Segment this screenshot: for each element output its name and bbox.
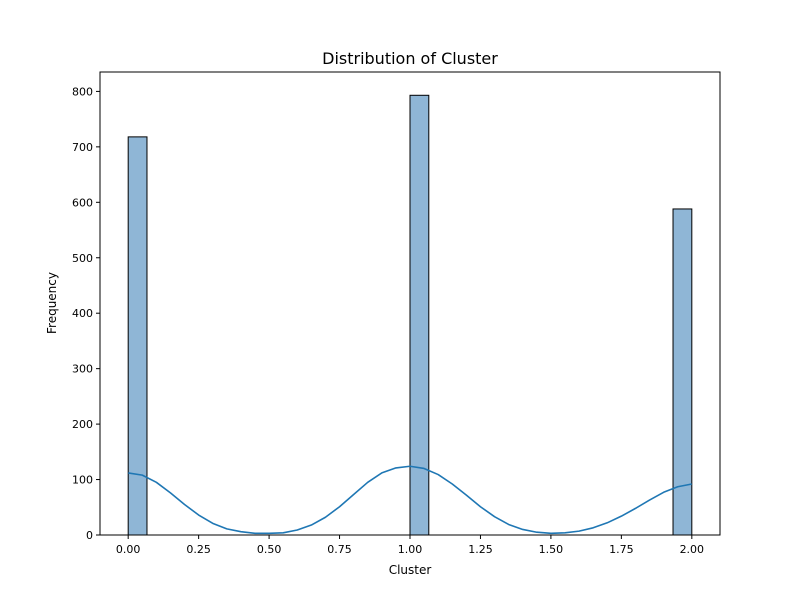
chart-title: Distribution of Cluster xyxy=(322,49,498,68)
y-tick-label: 700 xyxy=(72,141,93,154)
y-tick-label: 400 xyxy=(72,307,93,320)
x-tick-label: 1.00 xyxy=(398,543,423,556)
y-tick-label: 300 xyxy=(72,363,93,376)
x-axis-label: Cluster xyxy=(389,563,432,577)
kde-layer xyxy=(128,465,692,535)
y-tick-label: 800 xyxy=(72,85,93,98)
x-tick-label: 1.25 xyxy=(468,543,493,556)
y-tick-label: 500 xyxy=(72,252,93,265)
x-tick-label: 0.75 xyxy=(327,543,352,556)
axes-layer: 0.00 0.25 0.50 0.75 1.00 1.25 1.50 1.75 2.00 0 100… xyxy=(72,71,721,556)
x-tick-label: 2.00 xyxy=(680,543,705,556)
x-tick-label: 1.75 xyxy=(609,543,634,556)
kde-curve xyxy=(128,465,692,535)
y-tick-label: 600 xyxy=(72,196,93,209)
y-tick-label: 200 xyxy=(72,418,93,431)
y-tick-label: 0 xyxy=(86,529,93,542)
x-tick-label: 0.25 xyxy=(186,543,211,556)
x-tick-label: 1.50 xyxy=(539,543,564,556)
x-tick-label: 0.50 xyxy=(257,543,282,556)
bars-layer xyxy=(127,94,693,536)
y-axis-label: Frequency xyxy=(45,272,59,334)
x-tick-label: 0.00 xyxy=(116,543,141,556)
y-tick-label: 100 xyxy=(72,474,93,487)
